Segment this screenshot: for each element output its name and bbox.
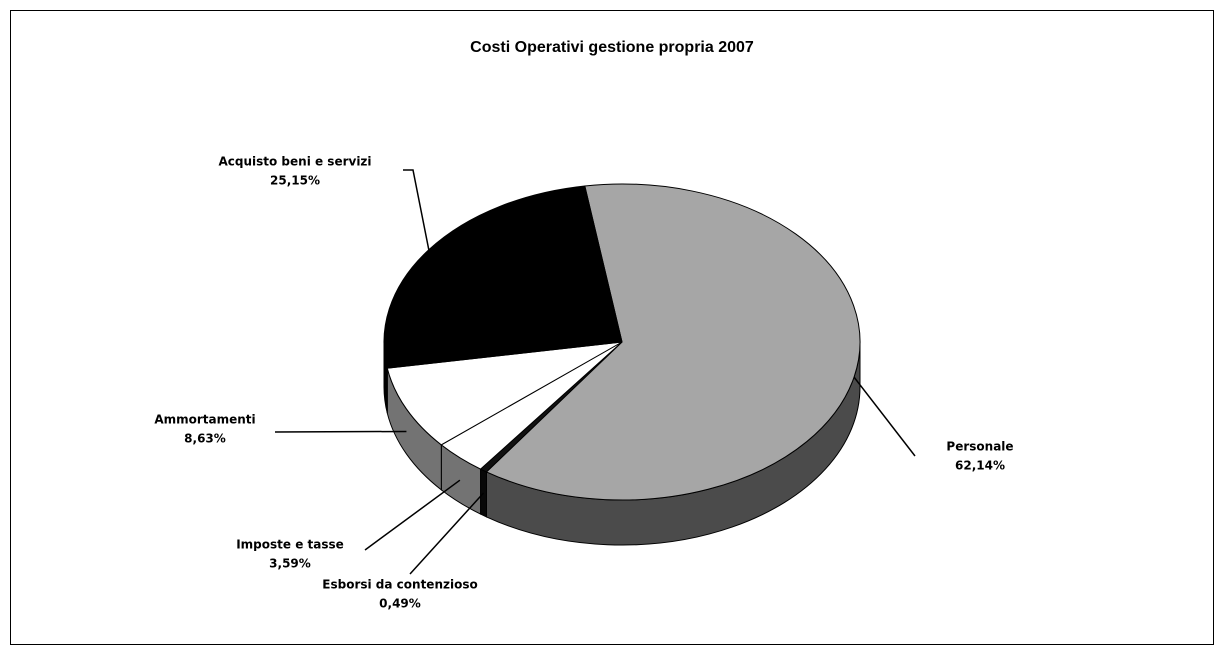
leader-line — [853, 376, 916, 457]
slice-value-label: 25,15% — [270, 174, 320, 188]
slice-label: Esborsi da contenzioso — [322, 578, 477, 592]
slice-label: Imposte e tasse — [236, 538, 344, 552]
slice-value-label: 62,14% — [955, 459, 1005, 473]
slice-label: Acquisto beni e servizi — [218, 155, 371, 169]
leader-line — [364, 479, 461, 551]
slice-label: Personale — [946, 440, 1013, 454]
slice-side — [480, 468, 487, 518]
leader-line — [409, 492, 485, 575]
slice-label: Ammortamenti — [154, 413, 255, 427]
slice-value-label: 0,49% — [379, 597, 421, 611]
chart-title: Costi Operativi gestione propria 2007 — [470, 39, 754, 56]
slice — [485, 183, 861, 501]
pie-sides — [383, 341, 861, 546]
pie-tops — [383, 183, 861, 501]
slice-value-label: 8,63% — [184, 432, 226, 446]
leader-line — [403, 169, 430, 250]
slice — [386, 341, 623, 446]
leader-line — [274, 430, 407, 433]
slice-value-label: 3,59% — [269, 557, 311, 571]
